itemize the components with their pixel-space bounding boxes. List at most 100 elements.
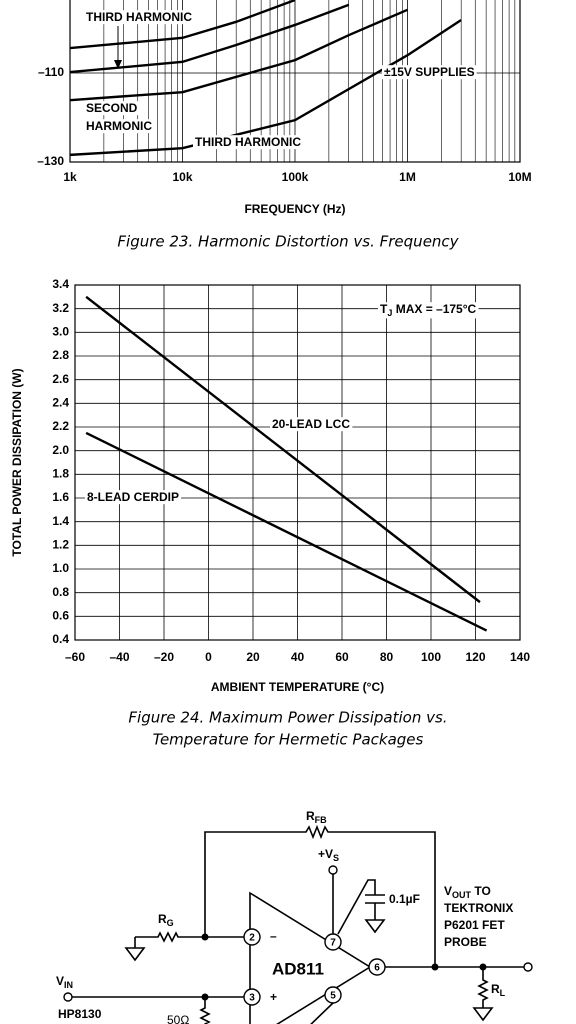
minus-sign: –	[270, 929, 277, 943]
annotation: 20-LEAD LCC	[272, 417, 350, 431]
x-tick-label: 10M	[508, 170, 531, 184]
x-tick-label: 60	[335, 650, 349, 664]
probe-label: P6201 FET	[444, 918, 505, 932]
annotation: THIRD HARMONIC	[86, 10, 192, 24]
pin-label: 3	[249, 993, 255, 1004]
cap-label: 0.1µF	[389, 892, 420, 906]
r50-label: 50Ω	[167, 1013, 189, 1024]
y-tick-label: 3.0	[52, 325, 69, 339]
annotation-bg	[193, 135, 304, 150]
y-tick-label: 2.4	[52, 396, 69, 410]
series-line	[70, 0, 296, 50]
probe-label: TEKTRONIX	[444, 901, 513, 915]
annotation-bg	[84, 10, 195, 25]
y-tick-label: 1.0	[52, 561, 69, 575]
circuit-diagram: RFB +VS 0.1µF AD811 RG VIN HP8130 50Ω RL…	[56, 809, 533, 1024]
annotation-bg	[270, 417, 353, 432]
pin	[243, 928, 261, 946]
pin-label: 2	[249, 933, 255, 944]
junction	[201, 993, 209, 1001]
pin-label: 6	[374, 963, 380, 974]
y-tick-label: 0.8	[52, 585, 69, 599]
vs-label: +VS	[318, 847, 339, 863]
y-tick-label: 1.4	[52, 514, 69, 528]
source-label: HP8130	[58, 1007, 102, 1021]
opamp-label: AD811	[272, 959, 324, 978]
y-tick-label: 0.6	[52, 609, 69, 623]
pin	[324, 933, 342, 951]
annotation: ±15V SUPPLIES	[384, 65, 475, 79]
probe-label: PROBE	[444, 935, 487, 949]
annotation: THIRD HARMONIC	[195, 135, 301, 149]
y-tick-label: 2.8	[52, 348, 69, 362]
pin-label: 5	[330, 991, 336, 1002]
x-tick-label: 1M	[399, 170, 416, 184]
x-axis-label: FREQUENCY (Hz)	[244, 202, 345, 216]
annotation: TJ MAX = –175°C	[380, 302, 477, 318]
rg-wire	[135, 931, 244, 943]
output-wire	[310, 966, 524, 1024]
rg-label: RG	[158, 912, 174, 928]
x-tick-label: –60	[65, 650, 85, 664]
series-line	[70, 8, 408, 102]
series-line	[70, 3, 350, 74]
bypass-capacitor	[337, 879, 386, 935]
annotation-part: MAX = –175°C	[392, 302, 476, 316]
annotation-part: J	[387, 308, 392, 318]
annotation: SECOND	[86, 101, 138, 115]
y-tick-label: 0.4	[52, 632, 69, 646]
caption: Temperature for Hermetic Packages	[153, 731, 424, 749]
caption: Figure 24. Maximum Power Dissipation vs.	[128, 709, 447, 727]
y-tick-label: –110	[38, 65, 64, 79]
rl-label: RL	[491, 982, 506, 998]
x-tick-label: –40	[109, 650, 129, 664]
junction	[431, 963, 439, 971]
y-tick-label: 2.6	[52, 372, 69, 386]
plus-sign: +	[270, 990, 277, 1004]
x-axis-label: AMBIENT TEMPERATURE (°C)	[211, 680, 384, 694]
series-line	[85, 431, 488, 632]
vout-label: VOUT TO	[444, 884, 491, 900]
y-tick-label: 1.8	[52, 467, 69, 481]
vout-terminal	[523, 962, 533, 972]
annotation-part: T	[380, 302, 388, 316]
x-tick-label: 140	[510, 650, 530, 664]
x-tick-label: –20	[154, 650, 174, 664]
vin-label: VIN	[56, 974, 73, 990]
arrow-head	[114, 60, 122, 69]
y-axis-label: TOTAL POWER DISSIPATION (W)	[10, 368, 24, 556]
x-tick-label: 80	[380, 650, 394, 664]
chart: –60 –40 –20 0 20 40 60 80 100 120 140 0.4 0.6 0.8 1.0 1…	[10, 277, 530, 748]
annotation-bg	[382, 65, 477, 80]
x-tick-label: 120	[465, 650, 485, 664]
y-tick-label: 2.0	[52, 443, 69, 457]
y-tick-label: 3.4	[52, 277, 69, 291]
x-tick-label: 100	[421, 650, 441, 664]
x-tick-label: 40	[291, 650, 305, 664]
annotation-bg	[378, 302, 479, 319]
opamp	[249, 891, 372, 1024]
vin-terminal	[63, 992, 73, 1002]
x-tick-label: 1k	[63, 170, 77, 184]
rl-resistor	[472, 967, 494, 1022]
x-tick-label: 0	[205, 650, 212, 664]
annotation-bg	[84, 119, 155, 134]
rfb-label: RFB	[306, 809, 327, 825]
ground	[124, 937, 146, 962]
junction	[201, 933, 209, 941]
feedback-wire	[204, 824, 436, 967]
y-tick-label: 2.2	[52, 419, 69, 433]
annotation: HARMONIC	[86, 119, 152, 133]
annotation-bg	[84, 101, 140, 116]
y-tick-label: 1.2	[52, 538, 69, 552]
annotation: 8-LEAD CERDIP	[87, 490, 179, 504]
x-tick-label: 20	[246, 650, 260, 664]
series-line	[85, 295, 481, 604]
pin	[243, 988, 261, 1006]
plot-frame	[69, 0, 521, 163]
annotation-bg	[85, 490, 182, 505]
series-line	[70, 19, 462, 157]
